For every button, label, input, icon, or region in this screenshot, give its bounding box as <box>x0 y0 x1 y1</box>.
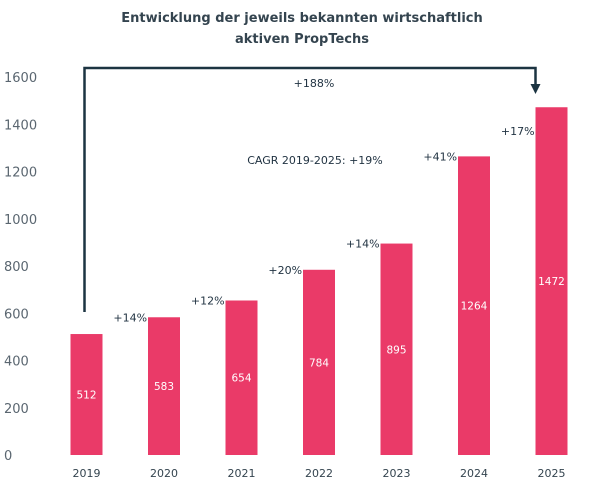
data-label: 784 <box>309 357 329 369</box>
bar-2025 <box>535 107 568 456</box>
y-tick-label: 1600 <box>4 71 37 86</box>
bar-2022 <box>303 269 335 455</box>
chart-title-line-2: aktiven PropTechs <box>235 32 369 47</box>
cagr-label: CAGR 2019-2025: +19% <box>247 154 383 167</box>
x-axis: 2019 2020 2021 2022 2023 2024 2025 <box>73 467 566 480</box>
bar-2021 <box>225 300 258 455</box>
x-tick-label: 2023 <box>383 467 411 480</box>
x-tick-label: 2025 <box>538 467 566 480</box>
y-tick-label: 800 <box>4 260 29 275</box>
growth-label: +41% <box>423 150 457 163</box>
x-tick-label: 2019 <box>73 467 101 480</box>
x-tick-label: 2024 <box>460 467 488 480</box>
data-label: 512 <box>76 390 96 402</box>
data-label: 583 <box>154 381 174 393</box>
x-tick-label: 2021 <box>228 467 256 480</box>
y-tick-label: 400 <box>4 355 29 370</box>
growth-labels: +14% +12% +20% +14% +41% +17% <box>113 125 534 324</box>
y-tick-label: 1400 <box>4 118 37 133</box>
y-tick-label: 200 <box>4 402 29 417</box>
growth-label: +12% <box>191 294 225 307</box>
growth-label: +20% <box>268 264 302 277</box>
arrowhead-icon <box>530 84 541 94</box>
growth-label: +17% <box>501 125 535 138</box>
y-tick-label: 0 <box>4 449 12 464</box>
data-label: 895 <box>386 344 406 356</box>
y-tick-label: 1200 <box>4 166 37 181</box>
bracket-arrow-line <box>83 66 537 312</box>
bar-2023 <box>380 243 413 455</box>
x-tick-label: 2022 <box>305 467 333 480</box>
growth-label: +14% <box>346 238 380 251</box>
total-growth-label: +188% <box>294 77 335 90</box>
y-tick-label: 1000 <box>4 213 37 228</box>
growth-label: +14% <box>113 311 147 324</box>
bar-2020 <box>148 317 180 455</box>
data-label: 1264 <box>461 301 488 313</box>
y-tick-label: 600 <box>4 307 29 322</box>
bar-2024 <box>458 156 490 455</box>
data-label: 1472 <box>538 276 565 288</box>
total-growth-bracket <box>83 66 541 312</box>
y-axis: 0 200 400 600 800 1000 1200 1400 1600 <box>4 71 37 464</box>
bars: 512 583 654 784 895 1264 1472 <box>70 107 568 456</box>
bar-2019 <box>70 334 103 455</box>
data-label: 654 <box>231 373 251 385</box>
chart-title-line-1: Entwicklung der jeweils bekannten wirtsc… <box>121 11 482 26</box>
x-tick-label: 2020 <box>150 467 178 480</box>
